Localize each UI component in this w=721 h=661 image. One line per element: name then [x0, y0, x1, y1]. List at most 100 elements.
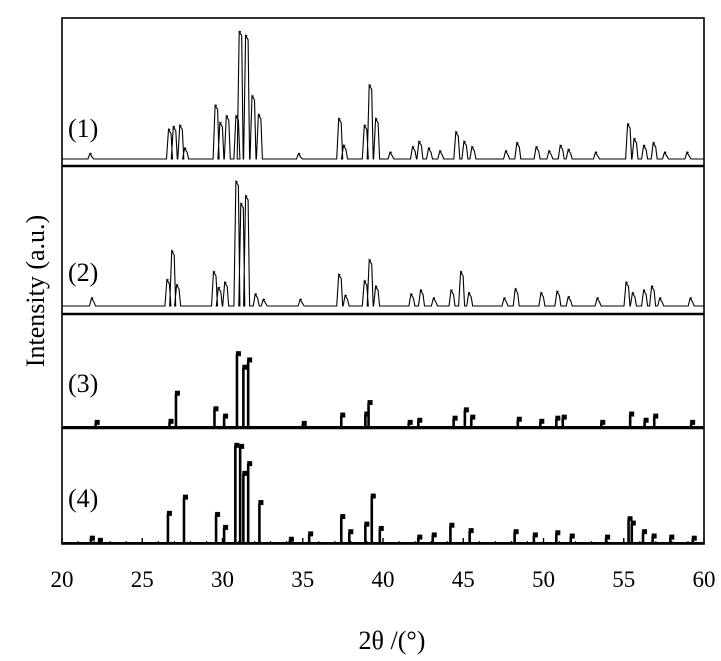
peak-marker	[630, 520, 636, 526]
peak-marker	[669, 534, 675, 540]
peak-marker	[561, 414, 567, 420]
peak-marker	[452, 415, 458, 421]
peak-point	[460, 271, 463, 273]
peak-point	[504, 297, 506, 299]
peak-point	[245, 34, 248, 37]
x-tick-label: 45	[452, 567, 475, 592]
plot-frame	[61, 17, 705, 545]
peak-marker	[463, 407, 469, 413]
peak-point	[338, 118, 341, 120]
peak-marker	[407, 419, 413, 425]
x-tick-label: 55	[612, 567, 635, 592]
peak-point	[215, 104, 217, 107]
peak-marker	[301, 420, 307, 426]
peak-point	[472, 146, 474, 148]
peak-point	[258, 114, 261, 116]
peak-marker	[242, 364, 248, 370]
peak-marker	[555, 415, 561, 421]
peak-point	[369, 259, 372, 261]
peak-marker	[555, 530, 561, 536]
peak-point	[568, 148, 570, 151]
peak-marker	[340, 412, 346, 418]
x-tick-label: 20	[51, 567, 74, 592]
peak-marker	[651, 533, 657, 539]
peak-point	[263, 298, 266, 301]
peak-marker	[235, 351, 241, 357]
peak-marker	[470, 414, 476, 420]
peak-point	[626, 281, 628, 284]
peak-marker	[653, 413, 659, 419]
peak-marker	[234, 442, 240, 448]
peak-point	[218, 286, 221, 289]
peak-point	[220, 122, 222, 124]
peak-point	[364, 280, 367, 282]
peak-point	[338, 273, 341, 276]
peak-point	[364, 124, 367, 127]
peak-point	[632, 292, 635, 294]
peak-point	[651, 285, 654, 288]
peak-marker	[370, 493, 376, 499]
peak-point	[241, 203, 243, 205]
peak-point	[419, 140, 421, 143]
peak-point	[505, 150, 508, 152]
peak-point	[568, 296, 570, 298]
peak-point	[236, 115, 238, 117]
peak-marker	[643, 417, 649, 423]
peak-marker	[89, 535, 95, 541]
peak-point	[167, 279, 169, 281]
peak-point	[255, 293, 257, 296]
peak-marker	[532, 532, 538, 538]
peak-marker	[378, 525, 384, 531]
peak-marker	[182, 494, 188, 500]
peak-point	[659, 297, 662, 299]
peak-marker	[449, 522, 455, 528]
peak-marker	[97, 537, 103, 543]
peak-point	[690, 297, 692, 299]
peak-marker	[431, 532, 437, 538]
peak-marker	[642, 529, 648, 535]
peak-point	[451, 289, 453, 292]
peak-point	[239, 30, 241, 33]
peak-point	[412, 146, 415, 148]
peak-point	[298, 152, 301, 155]
peak-marker	[364, 521, 370, 527]
peak-marker	[308, 531, 314, 537]
peak-point	[560, 144, 562, 147]
peak-marker	[166, 510, 172, 516]
peak-marker	[247, 357, 253, 363]
peak-point	[595, 151, 598, 154]
peak-point	[176, 284, 179, 286]
peak-marker	[348, 529, 354, 535]
peak-marker	[288, 536, 294, 542]
peak-marker	[629, 411, 635, 417]
pattern-line	[62, 179, 704, 307]
peak-marker	[215, 511, 221, 517]
peak-point	[440, 150, 442, 152]
peak-point	[90, 152, 92, 155]
panel-label: (4)	[68, 484, 98, 513]
peak-marker	[691, 535, 697, 541]
peak-point	[390, 151, 392, 154]
peak-marker	[364, 411, 370, 417]
peak-marker	[605, 534, 611, 540]
peak-point	[634, 138, 636, 140]
peak-marker	[367, 400, 373, 406]
x-tick-label: 40	[372, 567, 395, 592]
peak-point	[224, 281, 227, 284]
peak-marker	[242, 470, 248, 476]
panel-label: (3)	[68, 369, 98, 398]
peak-point	[664, 151, 667, 154]
peak-marker	[174, 390, 180, 396]
peak-marker	[340, 514, 346, 520]
peak-point	[226, 115, 229, 117]
peak-marker	[213, 406, 219, 412]
peak-marker	[627, 516, 633, 522]
peak-point	[213, 271, 216, 273]
panel-4: (4)	[62, 442, 704, 544]
peak-marker	[600, 419, 606, 425]
peak-point	[375, 285, 378, 288]
peak-point	[420, 289, 423, 292]
x-tick-label: 25	[131, 567, 154, 592]
peak-point	[369, 84, 372, 87]
peak-point	[541, 292, 543, 294]
